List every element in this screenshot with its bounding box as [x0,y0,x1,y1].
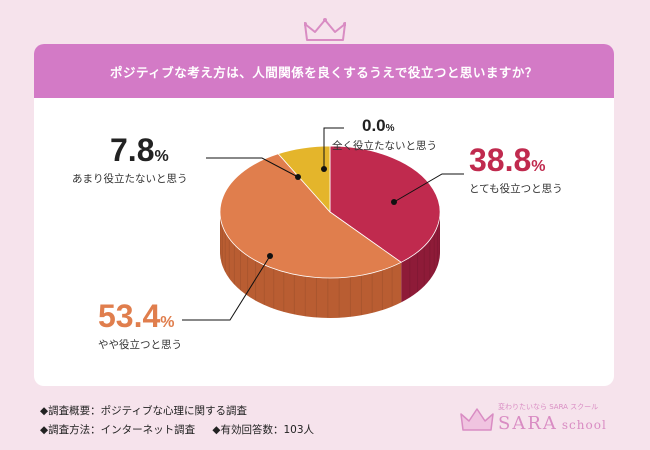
brand-suffix: school [561,418,607,432]
value-label-somewhat: 53.4 [98,298,161,334]
value-label-notmuch: 7.8 [110,132,155,168]
unit-label-very: % [531,158,546,175]
unit-label-somewhat: % [160,314,175,331]
pie-side-0 [401,212,440,303]
survey-details: ◆調査方法：インターネット調査 ◆有効回答数：103人 [40,421,328,440]
label-group-notmuch: 7.8% あまり役立たないと思う [72,132,188,186]
brand-tagline: 変わりたいなら SARA スクール [498,403,599,411]
survey-method: ◆調査方法：インターネット調査 [40,424,196,436]
label-group-very: 38.8% とても役立つと思う [469,142,563,196]
leader-line-very-dot [391,199,397,205]
unit-label-notmuch: % [154,148,169,165]
brand-name-text: SARA [498,413,558,434]
label-group-somewhat: 53.4% やや役立つと思う [98,298,182,352]
brand-name: SARA school [498,413,607,434]
brand-crown-icon [460,408,494,431]
pie-slice-2 [277,145,331,214]
leader-line-notatall [323,127,344,169]
survey-respondents: ◆有効回答数：103人 [212,424,315,436]
pie-slice-1 [219,153,402,279]
leader-line-somewhat [182,255,271,321]
category-label-very: とても役立つと思う [469,183,563,195]
category-label-notatall: 全く役立たないと思う [332,140,437,152]
brand-logo: 変わりたいなら SARA スクール SARA school [460,402,620,438]
survey-overview: ◆調査概要：ポジティブな心理に関する調査 [40,405,247,417]
pie-chart [182,127,464,321]
label-group-notatall: 0.0% 全く役立たないと思う [332,116,437,153]
question-title: ポジティブな考え方は、人間関係を良くするうえで役立つと思いますか？ [34,44,614,98]
leader-line-somewhat-dot [267,253,273,259]
survey-footer: ◆調査概要：ポジティブな心理に関する調査 ◆調査方法：インターネット調査 ◆有効… [40,402,328,440]
leader-line-very [393,173,464,203]
leader-line-notmuch [206,157,299,178]
pie-slice-0 [329,145,441,263]
category-label-somewhat: やや役立つと思う [98,339,182,351]
leader-line-notmuch-dot [295,174,301,180]
value-label-very: 38.8 [469,142,532,178]
category-label-notmuch: あまり役立たないと思う [72,173,188,185]
value-label-notatall: 0.0 [362,116,386,135]
crown-icon [304,18,346,41]
chart-card: ポジティブな考え方は、人間関係を良くするうえで役立つと思いますか？ 38.8% … [34,44,614,386]
leader-line-notatall-dot [321,166,327,172]
unit-label-notatall: % [385,123,395,134]
pie-side-1 [220,212,402,318]
